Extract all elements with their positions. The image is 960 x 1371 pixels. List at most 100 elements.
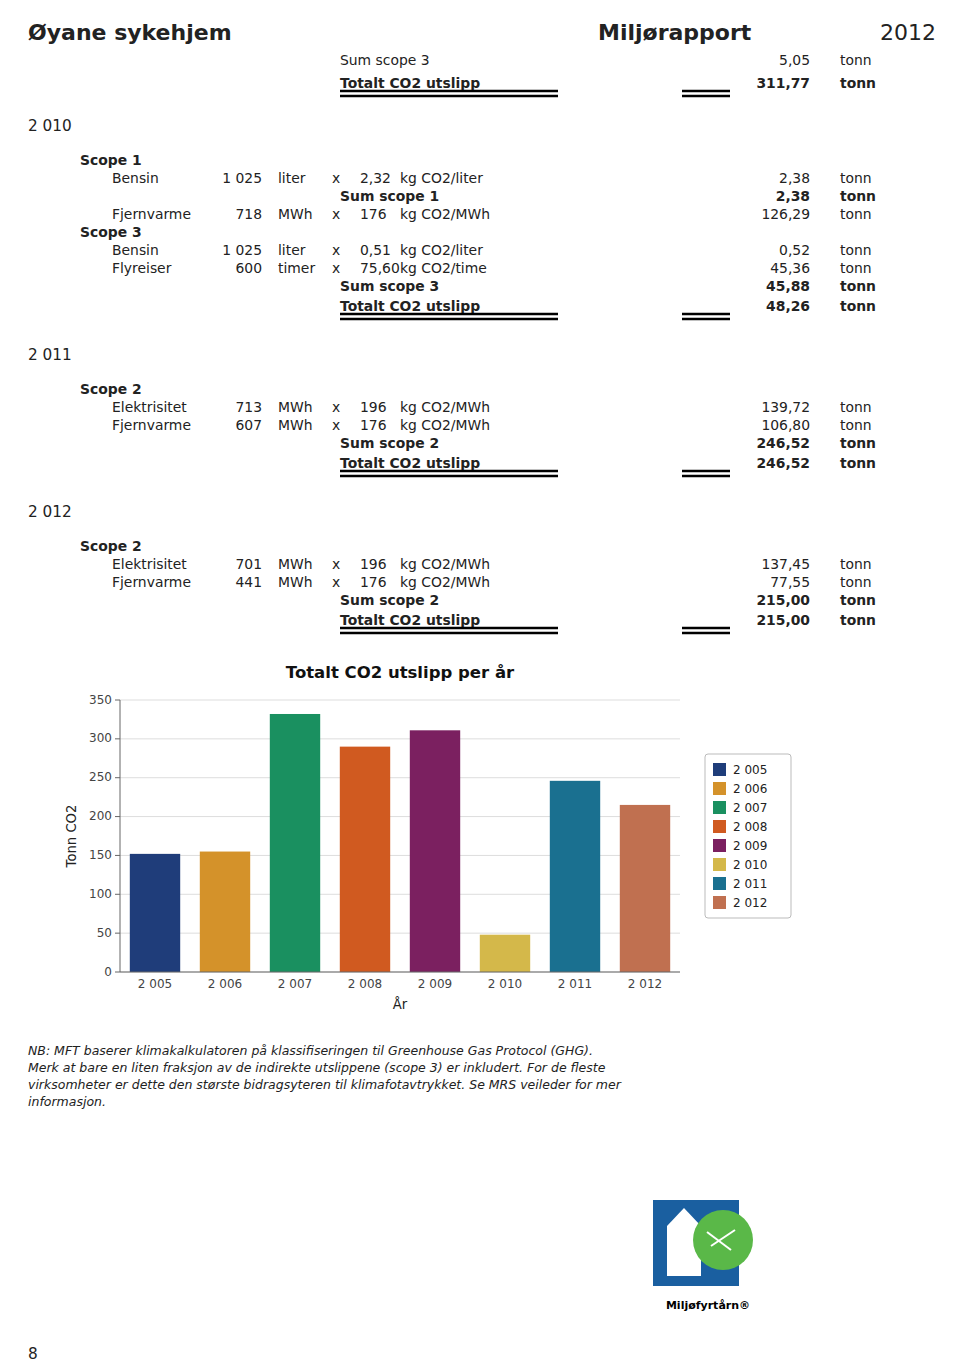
row-result: 215,00 bbox=[756, 612, 810, 628]
bars bbox=[130, 714, 670, 972]
row-label: Bensin bbox=[112, 242, 159, 258]
y-axis-line bbox=[120, 700, 121, 972]
row-result: 0,52 bbox=[779, 242, 810, 258]
legend-swatch bbox=[713, 801, 726, 814]
row-amount: 1 025 bbox=[222, 170, 262, 186]
row-result-unit: tonn bbox=[840, 242, 872, 258]
section-year: 2 012 bbox=[28, 503, 72, 521]
total-label: Totalt CO2 utslipp bbox=[340, 75, 480, 91]
x-tick-label: 2 010 bbox=[488, 977, 522, 991]
double-underline bbox=[340, 313, 558, 316]
row-factor-unit: kg CO2/liter bbox=[400, 170, 483, 186]
row-result-unit: tonn bbox=[840, 435, 876, 451]
row-unit: MWh bbox=[278, 399, 313, 415]
bar bbox=[340, 747, 390, 972]
scope-heading: Scope 2 bbox=[80, 538, 142, 554]
row-operator: x bbox=[332, 170, 340, 186]
row-factor: 0,51 bbox=[360, 242, 391, 258]
logo-circle bbox=[693, 1210, 753, 1270]
bar bbox=[270, 714, 320, 972]
bar bbox=[130, 854, 180, 972]
double-underline bbox=[682, 313, 730, 316]
y-tick-label: 250 bbox=[89, 770, 112, 784]
row-operator: x bbox=[332, 417, 340, 433]
double-underline bbox=[340, 95, 558, 98]
legend-swatch bbox=[713, 858, 726, 871]
row-result-unit: tonn bbox=[840, 455, 876, 471]
double-underline bbox=[340, 318, 558, 321]
legend-entry: 2 006 bbox=[733, 782, 767, 796]
row-factor-unit: kg CO2/MWh bbox=[400, 574, 490, 590]
row-label: Elektrisitet bbox=[112, 399, 187, 415]
sum-label: Sum scope 3 bbox=[340, 278, 439, 294]
row-factor-unit: kg CO2/MWh bbox=[400, 417, 490, 433]
row-operator: x bbox=[332, 399, 340, 415]
y-tick-label: 150 bbox=[89, 848, 112, 862]
row-result: 126,29 bbox=[761, 206, 810, 222]
row-factor-unit: kg CO2/time bbox=[400, 260, 487, 276]
scope-heading: Scope 1 bbox=[80, 152, 142, 168]
total-label: Totalt CO2 utslipp bbox=[340, 455, 480, 471]
double-underline bbox=[682, 318, 730, 321]
legend-swatch bbox=[713, 877, 726, 890]
legend-swatch bbox=[713, 896, 726, 909]
row-unit: MWh bbox=[278, 417, 313, 433]
row-factor: 176 bbox=[360, 206, 387, 222]
legend-swatch bbox=[713, 839, 726, 852]
double-underline bbox=[340, 627, 558, 630]
bar bbox=[410, 730, 460, 972]
partial-label: Sum scope 3 bbox=[340, 52, 430, 68]
row-result-unit: tonn bbox=[840, 592, 876, 608]
y-tick bbox=[115, 972, 120, 973]
page-number: 8 bbox=[28, 1345, 38, 1363]
double-underline bbox=[682, 632, 730, 635]
y-tick-label: 300 bbox=[89, 731, 112, 745]
row-amount: 713 bbox=[235, 399, 262, 415]
row-result-unit: tonn bbox=[840, 399, 872, 415]
grid-line bbox=[120, 738, 680, 739]
total-label: Totalt CO2 utslipp bbox=[340, 612, 480, 628]
legend-entry: 2 012 bbox=[733, 896, 767, 910]
double-underline bbox=[340, 632, 558, 635]
legend-entry: 2 005 bbox=[733, 763, 767, 777]
row-result-unit: tonn bbox=[840, 417, 872, 433]
footer-text: Merk at bare en liten fraksjon av de ind… bbox=[28, 1060, 606, 1075]
bar bbox=[620, 805, 670, 972]
x-tick-label: 2 008 bbox=[348, 977, 382, 991]
y-tick bbox=[115, 700, 120, 701]
grid-line bbox=[120, 777, 680, 778]
y-tick-label: 0 bbox=[104, 965, 112, 979]
logo-text: Miljøfyrtårn® bbox=[666, 1299, 750, 1312]
grid-line bbox=[120, 972, 680, 973]
row-result: 2,38 bbox=[776, 188, 810, 204]
row-label: Bensin bbox=[112, 170, 159, 186]
footer-text: informasjon. bbox=[28, 1094, 106, 1109]
bar bbox=[550, 781, 600, 972]
row-label: Elektrisitet bbox=[112, 556, 187, 572]
total-label: Totalt CO2 utslipp bbox=[340, 298, 480, 314]
y-tick bbox=[115, 777, 120, 778]
double-underline bbox=[340, 475, 558, 478]
row-result-unit: tonn bbox=[840, 188, 876, 204]
y-tick-label: 200 bbox=[89, 809, 112, 823]
row-result: 215,00 bbox=[756, 592, 810, 608]
footer-text: NB: MFT baserer klimakalkulatoren på kla… bbox=[28, 1043, 593, 1058]
legend-entry: 2 009 bbox=[733, 839, 767, 853]
background bbox=[0, 0, 960, 1371]
row-result: 77,55 bbox=[770, 574, 810, 590]
row-unit: MWh bbox=[278, 206, 313, 222]
legend-entry: 2 011 bbox=[733, 877, 767, 891]
row-factor: 75,60 bbox=[360, 260, 400, 276]
row-factor: 176 bbox=[360, 574, 387, 590]
row-result-unit: tonn bbox=[840, 75, 876, 91]
row-result: 246,52 bbox=[756, 455, 810, 471]
page: Øyane sykehjemMiljørapport2012Sum scope … bbox=[0, 0, 960, 1371]
legend-box bbox=[705, 754, 791, 918]
row-amount: 718 bbox=[235, 206, 262, 222]
row-result-unit: tonn bbox=[840, 206, 872, 222]
row-factor: 196 bbox=[360, 399, 387, 415]
header-title: Miljørapport bbox=[598, 20, 752, 45]
x-tick-label: 2 009 bbox=[418, 977, 452, 991]
row-operator: x bbox=[332, 206, 340, 222]
row-unit: liter bbox=[278, 170, 306, 186]
